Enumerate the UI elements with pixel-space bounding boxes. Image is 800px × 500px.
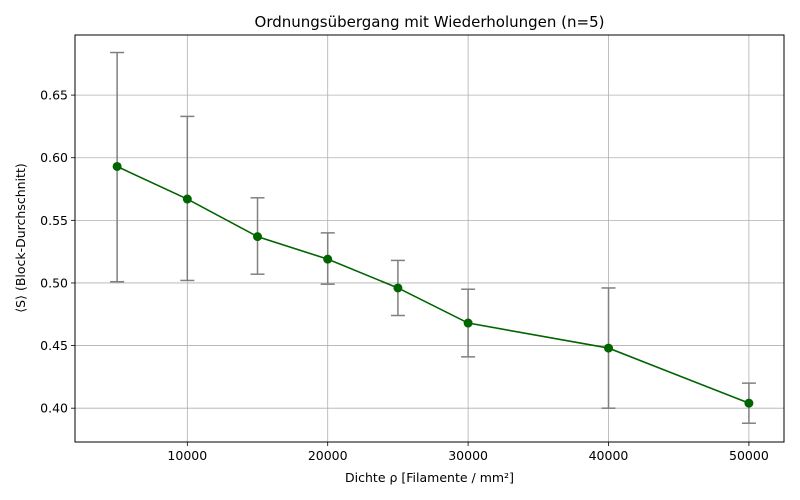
y-axis-title: ⟨S⟩ (Block-Durchschnitt) [13,163,28,312]
series-line [116,165,750,404]
grid [75,35,784,442]
x-tick-label: 10000 [167,448,207,463]
plot-frame [74,34,785,443]
data-point [463,318,473,328]
data-point [182,194,192,204]
x-axis-title: Dichte ρ [Filamente / mm²] [345,470,514,485]
chart-title: Ordnungsübergang mit Wiederholungen (n=5… [255,13,605,31]
data-point [253,232,263,242]
data-point [604,343,614,353]
data-point [323,254,333,264]
data-point [393,283,403,293]
x-tick-label: 20000 [308,448,348,463]
y-tick-label: 0.45 [40,338,68,353]
x-tick-label: 50000 [729,448,769,463]
y-tick-label: 0.40 [40,401,68,416]
axis-ticks: 10000 20000 30000 40000 50000 0.40 0.45 0.50 0.5… [40,88,769,463]
y-tick-label: 0.65 [40,88,68,103]
y-tick-label: 0.55 [40,213,68,228]
x-tick-label: 40000 [589,448,629,463]
data-point [744,398,754,408]
series [112,161,754,408]
data-point [112,161,122,171]
x-tick-label: 30000 [448,448,488,463]
y-tick-label: 0.50 [40,275,68,290]
y-tick-label: 0.60 [40,150,68,165]
